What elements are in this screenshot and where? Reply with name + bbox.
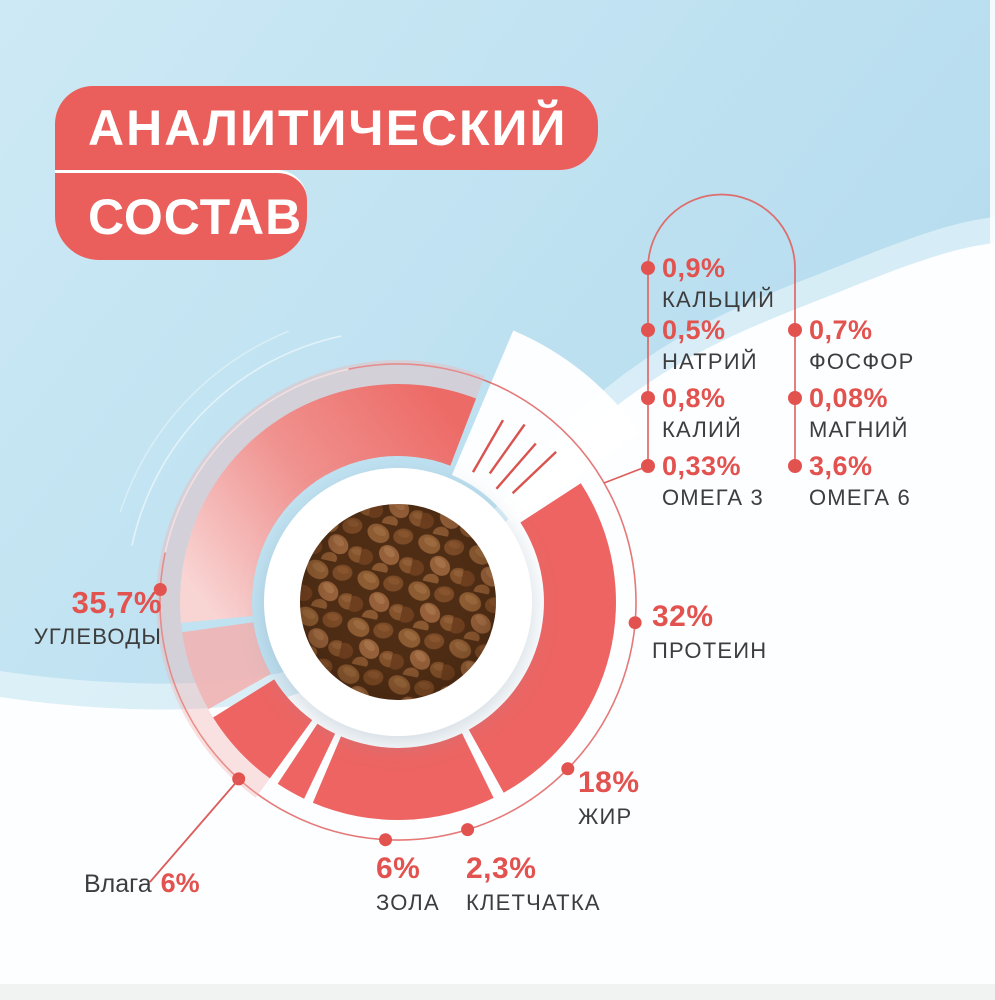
segment-carbs [179, 384, 477, 623]
mineral-bullets [641, 261, 802, 473]
magnesium-value: 0,08% [809, 383, 889, 413]
phosphorus-value: 0,7% [809, 315, 873, 345]
mineral-row-omega6: 3,6% ОМЕГА 6 [809, 451, 911, 511]
label-fat: 18% ЖИР [578, 766, 640, 830]
label-carbs: 35,7% УГЛЕВОДЫ [16, 586, 162, 650]
calcium-name: КАЛЬЦИЙ [662, 287, 776, 312]
bullet-calcium [641, 261, 655, 275]
faint-arc-outer-2 [119, 330, 289, 513]
mineral-arch-line [647, 193, 796, 466]
bullet-sodium [641, 323, 655, 337]
mineral-row-magnesium: 0,08% МАГНИЙ [809, 383, 909, 443]
ash-name: ЗОЛА [376, 890, 440, 915]
potassium-name: КАЛИЙ [662, 417, 743, 442]
mineral-row-omega3: 0,33% ОМЕГА 3 [662, 451, 764, 511]
segment-protein [468, 483, 616, 793]
label-fiber: 2,3% КЛЕТЧАТКА [466, 852, 601, 916]
magnesium-name: МАГНИЙ [809, 417, 909, 442]
sodium-name: НАТРИЙ [662, 349, 758, 374]
potassium-value: 0,8% [662, 383, 726, 413]
fiber-name: КЛЕТЧАТКА [466, 890, 601, 915]
mineral-row-sodium: 0,5% НАТРИЙ [662, 315, 758, 375]
fat-percent: 18% [578, 766, 640, 799]
faint-arc-outer [131, 335, 342, 546]
fiber-percent: 2,3% [466, 852, 537, 885]
phosphorus-name: ФОСФОР [809, 349, 915, 374]
micro-tick-2 [495, 442, 537, 490]
omega3-name: ОМЕГА 3 [662, 485, 764, 510]
omega6-name: ОМЕГА 6 [809, 485, 911, 510]
moisture-percent: 6% [160, 868, 200, 898]
mineral-row-potassium: 0,8% КАЛИЙ [662, 383, 742, 443]
kibble-photo-vignette [300, 504, 496, 700]
omega6-value: 3,6% [809, 451, 873, 481]
bullet-omega3 [641, 459, 655, 473]
page-title-line1: АНАЛИТИЧЕСКИЙ [88, 100, 568, 156]
calcium-value: 0,9% [662, 253, 726, 283]
right-edge-strip [990, 0, 995, 320]
dot-fat [561, 762, 575, 776]
title-box-line2: СОСТАВ [55, 170, 307, 260]
moisture-name: Влага [84, 870, 152, 898]
protein-name: ПРОТЕИН [652, 638, 768, 663]
segment-fiber [277, 723, 336, 799]
mineral-row-phosphorus: 0,7% ФОСФОР [809, 315, 914, 375]
dot-ash [379, 833, 392, 847]
label-moisture: Влага 6% [84, 868, 200, 899]
bottom-strip [0, 984, 995, 1000]
carbs-percent: 35,7% [71, 585, 162, 620]
micro-tick-0 [471, 419, 505, 473]
label-ash: 6% ЗОЛА [376, 852, 440, 916]
ash-percent: 6% [376, 852, 421, 885]
dot-fiber [461, 823, 475, 837]
bullet-omega6 [788, 459, 802, 473]
label-protein: 32% ПРОТЕИН [652, 600, 767, 664]
mineral-row-calcium: 0,9% КАЛЬЦИЙ [662, 253, 775, 313]
page-title-line2: СОСТАВ [88, 188, 303, 245]
title-box-line1: АНАЛИТИЧЕСКИЙ [55, 86, 598, 170]
protein-percent: 32% [652, 600, 714, 633]
segment-moisture [182, 622, 271, 710]
omega3-leader-line [603, 465, 649, 484]
bullet-phosphorus [788, 323, 802, 337]
guide-circle-white [164, 368, 349, 553]
micro-fan [451, 330, 640, 523]
bullet-magnesium [788, 391, 802, 405]
micro-tick-1 [488, 423, 526, 475]
moisture-leader-line [149, 778, 240, 883]
bullet-potassium [641, 391, 655, 405]
micro-tick-3 [511, 451, 557, 495]
sodium-value: 0,5% [662, 315, 726, 345]
segment-ash [213, 679, 313, 779]
dot-protein [628, 616, 642, 630]
segment-fat [312, 733, 494, 821]
donut-segments [153, 360, 642, 847]
omega3-value: 0,33% [662, 451, 742, 481]
dot-carbs [153, 583, 167, 596]
carbs-name: УГЛЕВОДЫ [33, 624, 162, 649]
fat-name: ЖИР [578, 804, 633, 829]
